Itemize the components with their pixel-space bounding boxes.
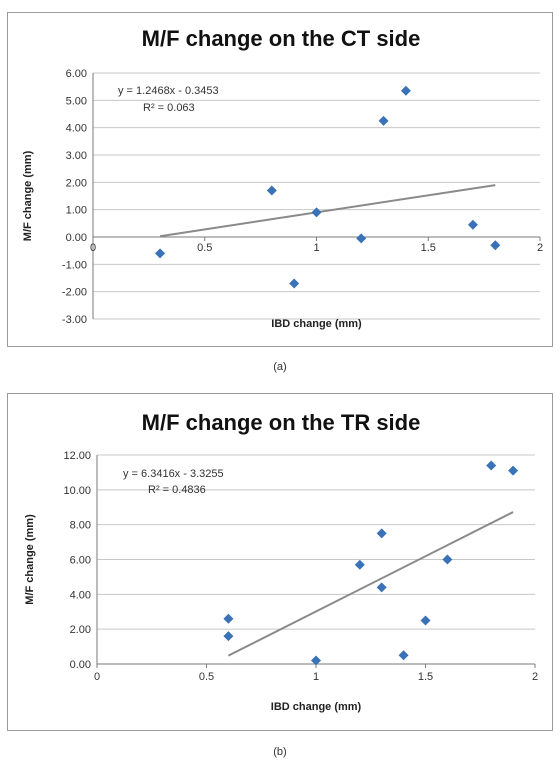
data-point [400,85,411,96]
trendline [159,184,496,238]
x-tick-label: 0 [94,671,100,683]
data-point [311,207,322,218]
data-point [155,248,166,259]
y-tick-label: 12.00 [63,450,91,462]
y-tick-label: 8.00 [70,520,91,532]
data-point [356,233,367,244]
data-point [354,559,365,570]
data-point [289,278,300,289]
y-tick-label: 4.00 [70,589,91,601]
y-tick-label: -1.00 [62,259,87,271]
data-point [311,655,321,666]
y-axis-label: M/F change (mm) [24,514,36,605]
data-point [223,631,234,642]
chart-1-svg: M/F change on the TR side12.0010.008.006… [24,410,538,713]
y-tick-label: -2.00 [62,287,87,299]
x-tick-label: 1.5 [418,671,433,683]
y-tick-label: 2.00 [70,624,91,636]
data-point [442,554,453,565]
data-point [490,240,501,251]
x-tick-label: 1.5 [421,242,436,254]
r-squared-label: R² = 0.4836 [148,484,206,496]
chart-title: M/F change on the CT side [142,26,421,51]
trendline [227,511,514,657]
x-tick-label: 0.5 [197,242,212,254]
data-point [376,582,387,593]
x-tick-label: 1 [313,671,319,683]
y-tick-label: 4.00 [66,123,87,135]
data-point [378,115,389,126]
data-point [223,613,234,624]
y-axis-label: M/F change (mm) [22,150,34,241]
x-tick-label: 2 [537,242,543,254]
y-tick-label: 10.00 [63,485,91,497]
data-point [467,219,478,230]
x-tick-label: 1 [313,242,319,254]
y-tick-label: 3.00 [66,150,87,162]
data-point [398,650,409,661]
chart-b-panel: M/F change on the TR side 12.00 10.00 8.00 6… [7,393,553,731]
trendline-equation: y = 6.3416x - 3.3255 [123,468,224,480]
y-tick-label: 6.00 [66,68,87,80]
chart-b-caption: (b) [273,746,287,758]
y-tick-label: 0.00 [70,659,91,671]
y-tick-label: 2.00 [66,177,87,189]
x-tick-label: 2 [532,671,538,683]
x-axis-label: IBD change (mm) [271,701,362,713]
x-tick-label: 0.5 [199,671,214,683]
chart-0-svg: M/F change on the CT side 6.00 5.00 4.00 3.0… [22,26,543,330]
data-point [376,528,387,539]
data-point [486,460,497,471]
data-point [266,185,277,196]
y-tick-label: 5.00 [66,95,87,107]
y-tick-label: 0.00 [66,232,87,244]
x-tick-label: 0 [90,242,96,254]
chart-a-caption: (a) [273,361,287,373]
chart-a-panel: M/F change on the CT side 6.00 5.00 4.00 3.0… [7,12,553,347]
data-point [508,465,519,476]
y-tick-label: -3.00 [62,314,87,326]
x-axis-label: IBD change (mm) [271,318,362,330]
chart-title: M/F change on the TR side [142,410,421,435]
data-point [420,615,431,626]
y-tick-label: 6.00 [70,555,91,567]
y-tick-label: 1.00 [66,205,87,217]
r-squared-label: R² = 0.063 [143,102,195,114]
trendline-equation: y = 1.2468x - 0.3453 [118,85,219,97]
